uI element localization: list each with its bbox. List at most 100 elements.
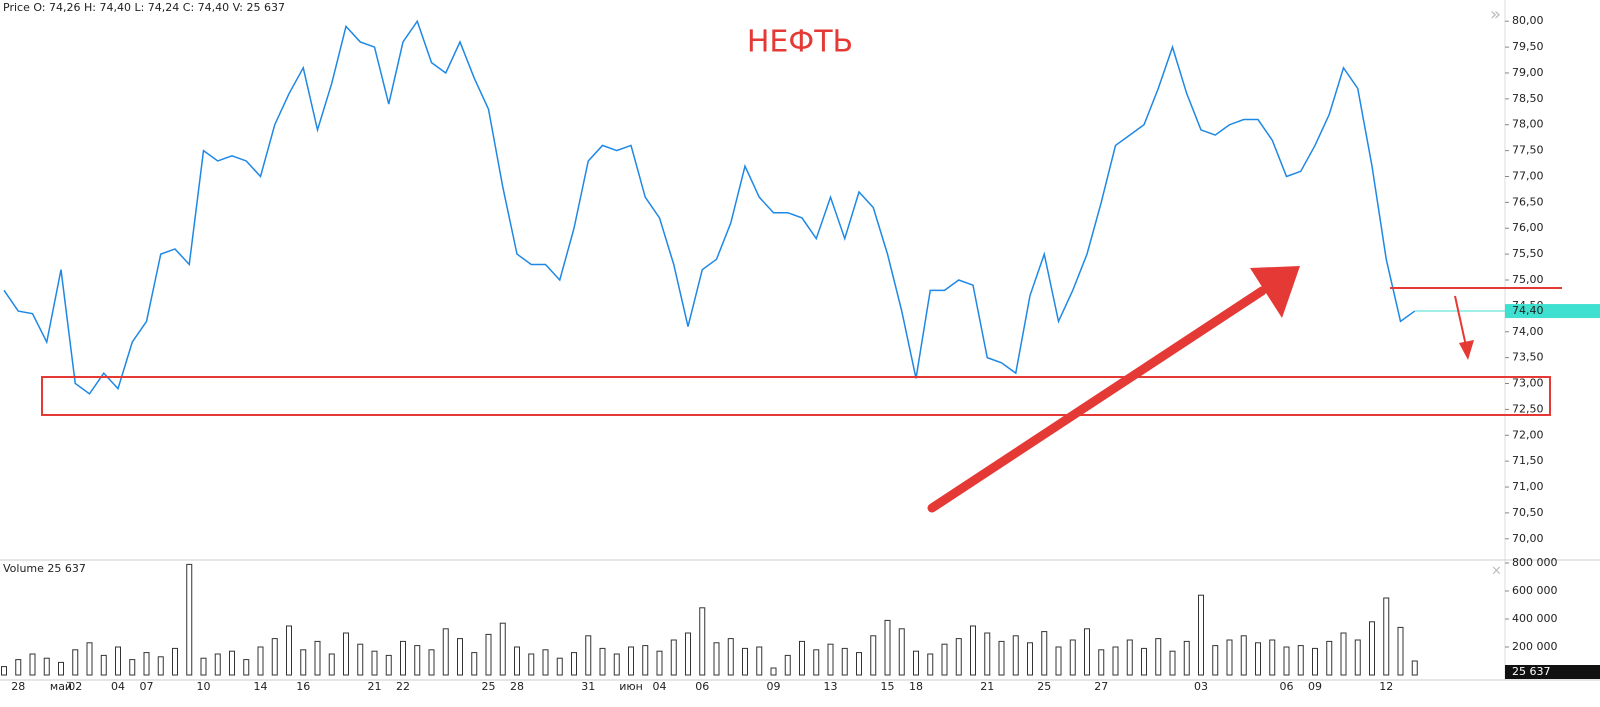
x-tick-label: 27 bbox=[1094, 680, 1108, 693]
x-tick-label: 25 bbox=[482, 680, 496, 693]
volume-bar bbox=[43, 657, 50, 676]
volume-bar bbox=[157, 656, 164, 676]
volume-bar bbox=[314, 640, 321, 676]
collapse-button[interactable]: » bbox=[1490, 4, 1501, 25]
volume-bar bbox=[471, 652, 478, 676]
volume-bar bbox=[1255, 642, 1261, 676]
volume-bar bbox=[599, 647, 606, 676]
volume-bar bbox=[1297, 645, 1304, 676]
volume-bar bbox=[813, 649, 820, 676]
volume-bar bbox=[1069, 639, 1076, 676]
volume-bar bbox=[1397, 626, 1404, 676]
volume-bar bbox=[756, 646, 763, 676]
volume-bar bbox=[713, 642, 720, 676]
volume-bar bbox=[799, 640, 805, 676]
x-tick-label: 21 bbox=[980, 680, 994, 693]
x-tick-label: 04 bbox=[111, 680, 125, 693]
volume-bar bbox=[1155, 638, 1162, 676]
y-tick-label: 70,00 bbox=[1512, 532, 1544, 545]
volume-bar bbox=[670, 639, 677, 676]
y-tick-label: 200 000 bbox=[1512, 640, 1558, 653]
x-tick-label: 13 bbox=[824, 680, 838, 693]
x-tick-label: июн bbox=[619, 680, 643, 693]
volume-bar bbox=[243, 659, 250, 676]
y-tick-label: 600 000 bbox=[1512, 584, 1558, 597]
volume-bar bbox=[884, 619, 891, 676]
volume-bar bbox=[1369, 621, 1375, 676]
volume-bar bbox=[998, 640, 1005, 676]
volume-bar bbox=[656, 650, 663, 676]
volume-bar bbox=[300, 649, 307, 676]
volume-bar bbox=[1112, 646, 1119, 676]
volume-bar bbox=[29, 653, 36, 676]
volume-bar bbox=[628, 646, 634, 676]
volume-bar bbox=[827, 643, 834, 676]
y-tick-label: 72,50 bbox=[1512, 402, 1544, 415]
volume-bar bbox=[1126, 639, 1133, 676]
plot: 70,00 70,50 71,00 71,50 72,00 72,50 73,00 73,50… bbox=[1, 14, 1600, 693]
volume-bar bbox=[1240, 635, 1247, 676]
last-volume-label: 25 637 bbox=[1512, 665, 1551, 678]
volume-bar bbox=[428, 649, 435, 676]
volume-bar bbox=[457, 638, 463, 676]
volume-bar bbox=[72, 649, 79, 676]
x-tick-label: 28 bbox=[510, 680, 524, 693]
volume-bar bbox=[414, 645, 421, 676]
volume-bar bbox=[984, 632, 991, 676]
volume-bar bbox=[898, 628, 905, 676]
y-tick-label: 75,50 bbox=[1512, 247, 1544, 260]
small-arrow-shaft bbox=[1454, 295, 1467, 347]
volume-bar bbox=[257, 646, 264, 676]
volume-bar bbox=[58, 661, 64, 676]
y-tick-label: 78,00 bbox=[1512, 118, 1544, 131]
volume-bar bbox=[941, 643, 948, 676]
volume-bar bbox=[642, 645, 649, 676]
volume-bar bbox=[129, 659, 136, 676]
volume-bar bbox=[685, 632, 691, 676]
x-tick-label: 16 bbox=[296, 680, 310, 693]
y-tick-label: 72,00 bbox=[1512, 428, 1544, 441]
volume-bar bbox=[86, 642, 93, 676]
volume-bar bbox=[343, 632, 349, 676]
y-tick-label: 77,50 bbox=[1512, 144, 1544, 157]
y-tick-label: 73,50 bbox=[1512, 351, 1544, 364]
y-tick-label: 77,00 bbox=[1512, 169, 1544, 182]
x-tick-label: 25 bbox=[1037, 680, 1051, 693]
y-tick-label: 800 000 bbox=[1512, 556, 1558, 569]
y-tick-label: 71,00 bbox=[1512, 480, 1544, 493]
price-header: Price O: 74,26 H: 74,40 L: 74,24 C: 74,4… bbox=[3, 1, 285, 14]
volume-bar bbox=[955, 638, 962, 676]
x-tick-label: 02 bbox=[68, 680, 82, 693]
volume-bar bbox=[100, 654, 107, 676]
x-tick-label: 06 bbox=[695, 680, 709, 693]
volume-bar bbox=[385, 654, 392, 676]
volume-bar bbox=[1141, 647, 1147, 676]
big-arrow-head bbox=[1250, 266, 1300, 318]
volume-bar bbox=[970, 625, 976, 676]
x-tick-label: 22 bbox=[396, 680, 410, 693]
volume-bar bbox=[1169, 650, 1176, 676]
chart-title: НЕФТЬ bbox=[747, 25, 853, 60]
y-tick-label: 70,50 bbox=[1512, 506, 1544, 519]
volume-bar bbox=[186, 563, 193, 676]
volume-bar bbox=[1340, 632, 1347, 676]
x-tick-label: 06 bbox=[1280, 680, 1294, 693]
volume-bar bbox=[770, 667, 777, 676]
volume-bar bbox=[1198, 594, 1204, 676]
x-tick-label: 09 bbox=[1308, 680, 1322, 693]
y-tick-label: 79,50 bbox=[1512, 40, 1544, 53]
volume-bar bbox=[229, 650, 235, 676]
volume-bar bbox=[514, 646, 520, 676]
volume-title: Volume 25 637 bbox=[3, 562, 86, 575]
x-tick-label: 14 bbox=[254, 680, 268, 693]
volume-bar bbox=[927, 653, 934, 676]
volume-bar bbox=[571, 652, 577, 676]
big-arrow-shaft bbox=[927, 286, 1267, 513]
y-tick-label: 71,50 bbox=[1512, 454, 1544, 467]
close-pane-button[interactable]: × bbox=[1491, 564, 1502, 579]
volume-bar bbox=[742, 647, 748, 676]
volume-bar bbox=[870, 635, 877, 676]
y-tick-label: 73,00 bbox=[1512, 377, 1544, 390]
